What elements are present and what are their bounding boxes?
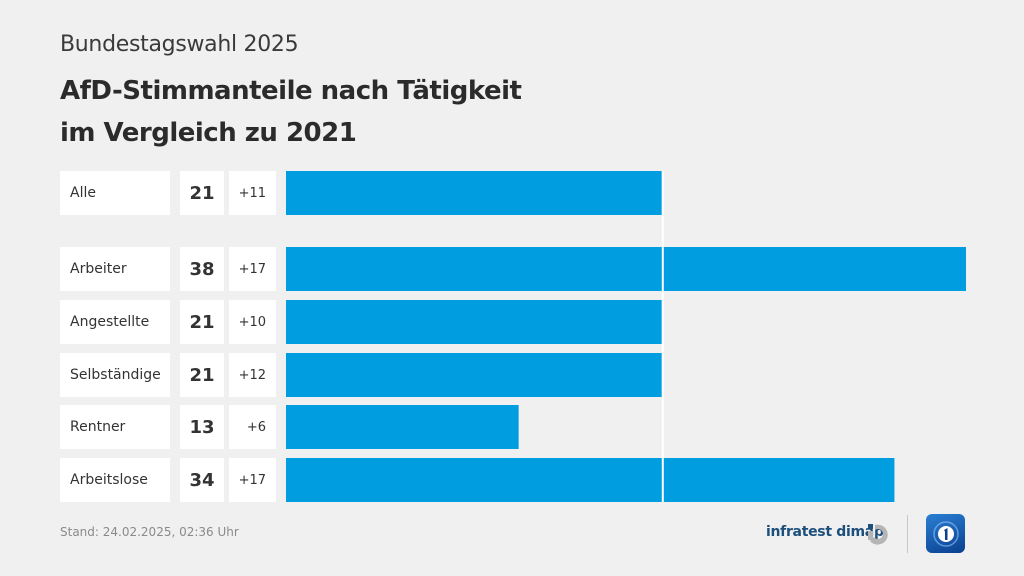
- category-label: Alle: [60, 171, 170, 215]
- bar-alle: [286, 171, 662, 215]
- chart-title: AfD-Stimmanteile nach Tätigkeit im Vergl…: [60, 70, 660, 154]
- supertitle: Bundestagswahl 2025: [60, 32, 299, 57]
- category-label: Rentner: [60, 405, 170, 449]
- title-line-2: im Vergleich zu 2021: [60, 118, 357, 148]
- bar-selbständige: [286, 353, 662, 397]
- change-label: +12: [229, 353, 276, 397]
- change-label: +11: [229, 171, 276, 215]
- value-label: 34: [180, 458, 224, 502]
- change-label: +17: [229, 247, 276, 291]
- value-label: 21: [180, 171, 224, 215]
- category-label: Angestellte: [60, 300, 170, 344]
- bar-arbeiter: [286, 247, 966, 291]
- bar-rentner: [286, 405, 519, 449]
- change-label: +17: [229, 458, 276, 502]
- brand-name: infratest dimap: [766, 524, 884, 540]
- timestamp: Stand: 24.02.2025, 02:36 Uhr: [60, 525, 239, 539]
- title-line-1: AfD-Stimmanteile nach Tätigkeit: [60, 76, 522, 106]
- value-label: 38: [180, 247, 224, 291]
- footer-divider: [907, 515, 908, 553]
- bar-angestellte: [286, 300, 662, 344]
- infratest-dimap-logo-icon: [868, 524, 888, 545]
- category-label: Arbeiter: [60, 247, 170, 291]
- value-label: 13: [180, 405, 224, 449]
- value-label: 21: [180, 300, 224, 344]
- change-label: +6: [229, 405, 276, 449]
- value-label: 21: [180, 353, 224, 397]
- category-label: Arbeitslose: [60, 458, 170, 502]
- tagesschau-logo-icon: [926, 514, 965, 553]
- bar-arbeitslose: [286, 458, 895, 502]
- change-label: +10: [229, 300, 276, 344]
- category-label: Selbständige: [60, 353, 170, 397]
